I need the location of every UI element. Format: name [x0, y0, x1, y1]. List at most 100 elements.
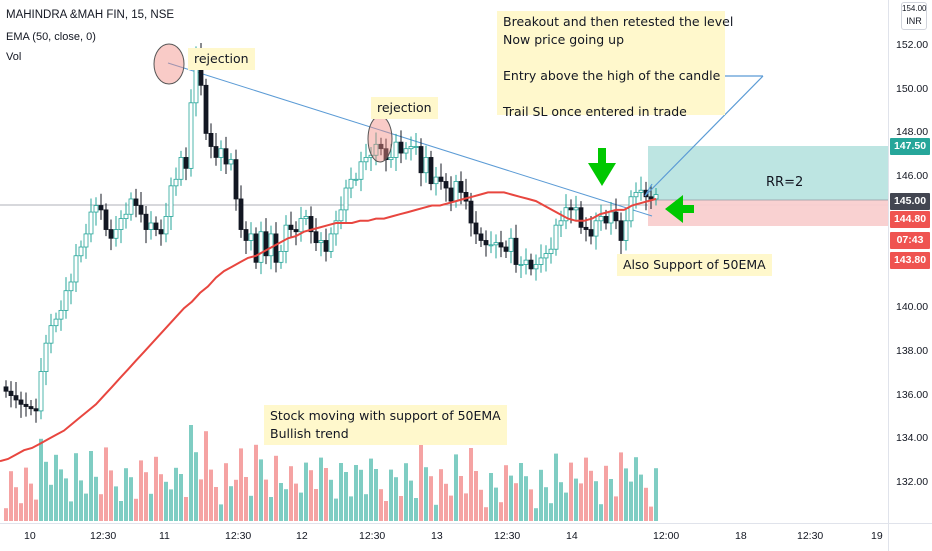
volume-bar — [144, 472, 148, 521]
volume-bar — [149, 493, 153, 521]
volume-bar — [124, 468, 128, 521]
candle — [153, 216, 159, 237]
ema-legend[interactable]: EMA (50, close, 0) — [6, 31, 96, 43]
volume-bar — [169, 489, 173, 521]
candle — [333, 210, 339, 246]
volume-bar — [224, 463, 228, 521]
candle — [163, 202, 169, 243]
volume-bar — [339, 463, 343, 521]
volume-bar — [134, 498, 138, 521]
y-tick-label: 136.00 — [896, 388, 929, 401]
candle — [553, 218, 559, 256]
candle — [543, 245, 549, 272]
volume-bar — [624, 468, 628, 521]
candle — [263, 218, 269, 265]
axis-top-label: 154.00 — [902, 4, 927, 13]
candle — [513, 224, 519, 273]
volume-bars — [4, 425, 658, 521]
candle — [38, 358, 44, 420]
symbol-title[interactable]: MAHINDRA &MAH FIN, 15, NSE — [6, 9, 175, 21]
volume-bar — [449, 495, 453, 521]
volume-bar — [589, 470, 593, 521]
volume-bar — [534, 508, 538, 521]
volume-bar — [374, 469, 378, 521]
price-tag: 07:43 — [890, 232, 930, 249]
volume-bar — [364, 494, 368, 521]
candle — [473, 211, 479, 244]
volume-bar — [129, 477, 133, 521]
volume-bar — [409, 480, 413, 521]
candle — [398, 130, 404, 164]
candle — [523, 248, 529, 275]
volume-bar — [424, 467, 428, 521]
volume-bar — [344, 472, 348, 521]
currency-badge[interactable]: 154.00 INR — [901, 2, 927, 30]
candle — [393, 133, 399, 171]
x-tick-label: 12:30 — [359, 530, 386, 542]
volume-bar — [14, 487, 18, 521]
time-axis[interactable]: 10 12:30 11 12:30 12 12:30 13 12:30 14 12:00 18 12:… — [0, 523, 888, 551]
volume-bar — [244, 477, 248, 521]
volume-bar — [214, 487, 218, 521]
volume-bar — [564, 492, 568, 521]
rejection-label-1: rejection — [188, 48, 255, 70]
volume-bar — [64, 478, 68, 521]
candle — [573, 195, 579, 220]
candle — [88, 198, 94, 243]
candle — [628, 190, 634, 228]
candle — [343, 179, 349, 224]
volume-bar — [284, 489, 288, 521]
rr-label: RR=2 — [766, 175, 804, 190]
candle — [143, 205, 149, 244]
candle — [518, 256, 524, 279]
volume-bar — [109, 470, 113, 521]
candle — [298, 206, 304, 242]
candle — [578, 201, 584, 234]
x-tick-label: 12:30 — [494, 530, 521, 542]
candle — [108, 219, 114, 251]
candle — [248, 222, 254, 251]
volume-bar — [114, 486, 118, 521]
candle — [363, 143, 369, 171]
candle — [408, 136, 414, 161]
candle — [118, 210, 124, 244]
vol-legend[interactable]: Vol — [6, 51, 22, 63]
x-tick-label: 12:30 — [225, 530, 252, 542]
volume-bar — [464, 493, 468, 521]
candle — [338, 196, 344, 230]
price-chart[interactable] — [0, 0, 888, 523]
volume-bar — [194, 452, 198, 521]
volume-bar — [619, 452, 623, 521]
volume-bar — [454, 454, 458, 521]
volume-bar — [649, 506, 653, 521]
volume-bar — [599, 504, 603, 521]
candle — [113, 215, 119, 247]
candle — [178, 150, 184, 186]
candle — [448, 176, 454, 212]
volume-bar — [429, 476, 433, 521]
candle — [373, 132, 379, 166]
candle — [488, 231, 494, 254]
candle — [158, 219, 164, 246]
candle — [128, 192, 134, 221]
volume-bar — [324, 468, 328, 521]
ema-support-note: Also Support of 50EMA — [617, 254, 772, 276]
candle — [278, 244, 284, 269]
volume-bar — [239, 448, 243, 521]
volume-bar — [49, 484, 53, 521]
candle — [103, 203, 109, 237]
chart-area[interactable] — [0, 0, 888, 523]
volume-bar — [229, 486, 233, 521]
volume-bar — [634, 457, 638, 521]
volume-bar — [539, 469, 543, 521]
volume-bar — [219, 504, 223, 521]
volume-bar — [179, 474, 183, 521]
volume-bar — [39, 438, 43, 521]
x-tick-label: 12:30 — [90, 530, 117, 542]
candle — [303, 209, 309, 226]
candle — [313, 218, 319, 251]
volume-bar — [79, 480, 83, 521]
candle — [238, 185, 244, 238]
volume-bar — [94, 476, 98, 521]
volume-bar — [264, 479, 268, 521]
